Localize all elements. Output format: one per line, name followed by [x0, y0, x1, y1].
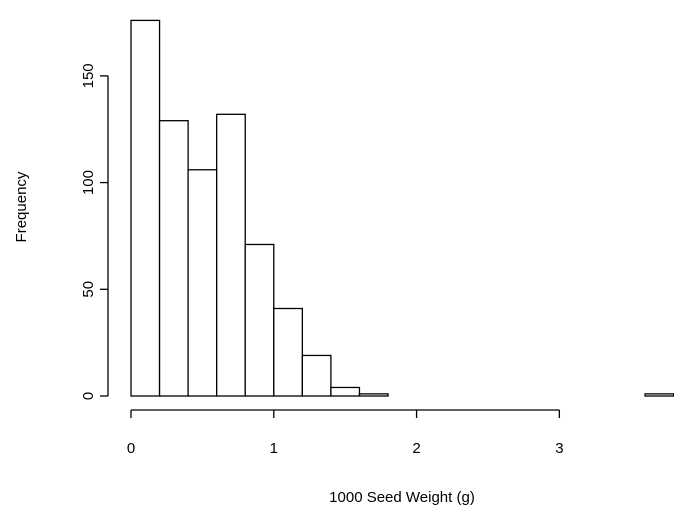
x-tick-label: 2	[412, 440, 420, 457]
bar	[244, 243, 275, 397]
y-tick-label: 0	[80, 392, 97, 400]
x-tick-label: 1	[270, 440, 278, 457]
bar	[301, 354, 332, 397]
bar	[216, 113, 246, 397]
bar	[358, 393, 389, 397]
bar	[187, 169, 218, 397]
y-axis-label: Frequency	[13, 171, 30, 242]
bar	[273, 307, 303, 397]
bar	[158, 120, 189, 397]
bar	[130, 19, 161, 397]
y-tick-label: 150	[80, 63, 97, 88]
bar	[330, 386, 361, 397]
bar	[644, 393, 674, 397]
x-tick-label: 0	[127, 440, 135, 457]
x-axis-label: 1000 Seed Weight (g)	[329, 489, 475, 506]
y-tick-label: 100	[80, 170, 97, 195]
x-tick-label: 3	[555, 440, 563, 457]
y-tick-label: 50	[80, 281, 97, 298]
